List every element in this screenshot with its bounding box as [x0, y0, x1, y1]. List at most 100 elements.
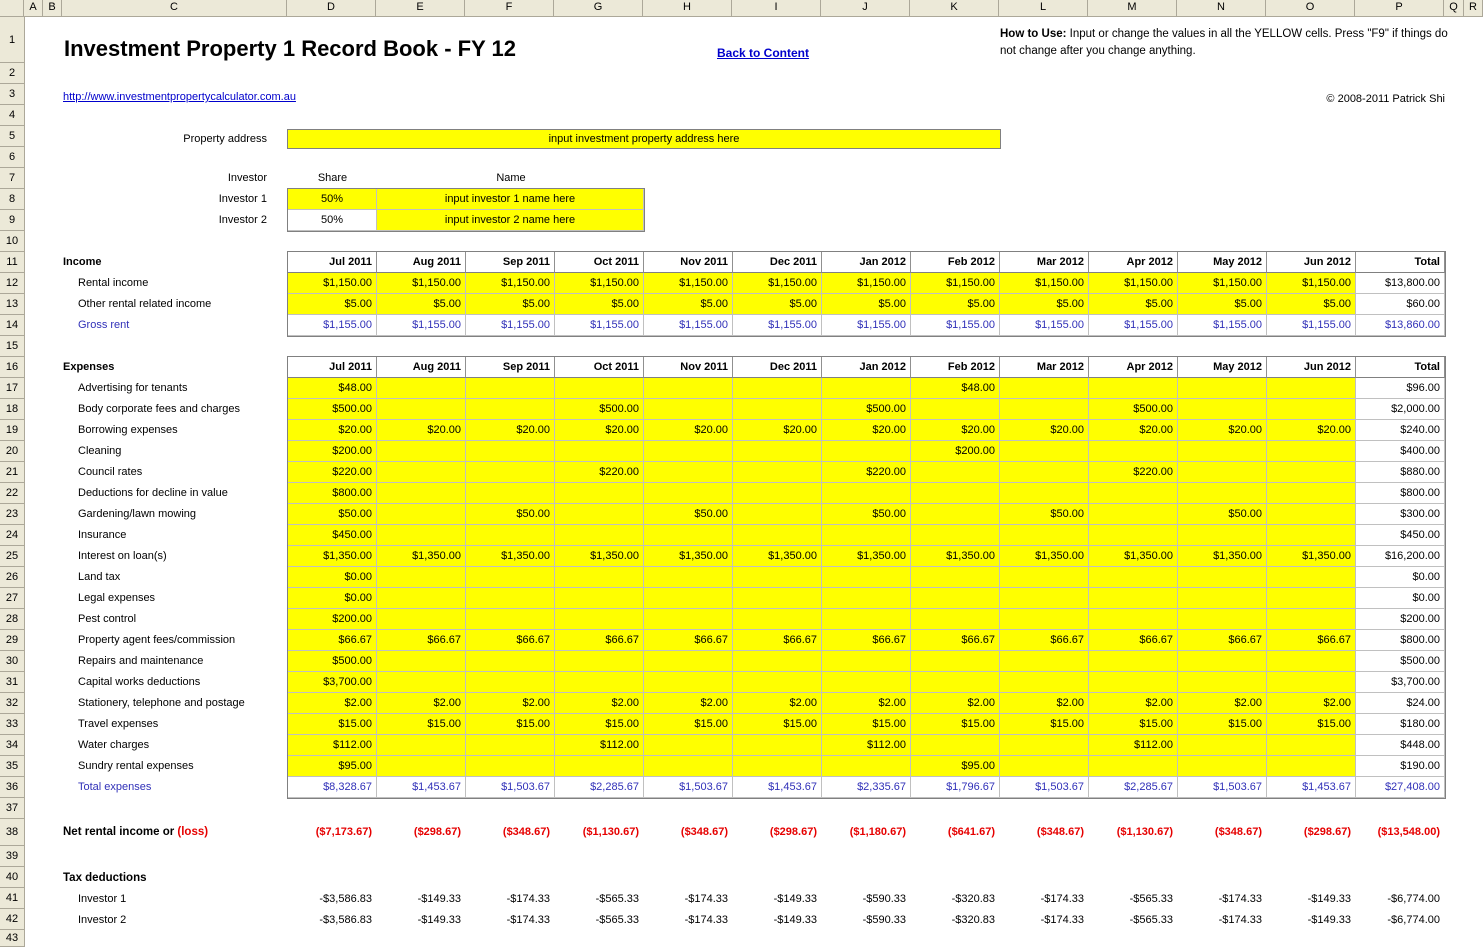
- expense-value-cell[interactable]: [644, 483, 733, 504]
- income-value-cell[interactable]: $1,150.00: [911, 273, 1000, 294]
- expense-value-cell[interactable]: $20.00: [644, 420, 733, 441]
- income-value-cell[interactable]: $5.00: [555, 294, 644, 315]
- income-total-header[interactable]: Total: [1356, 252, 1445, 273]
- expense-value-cell[interactable]: $220.00: [288, 462, 377, 483]
- expense-value-cell[interactable]: [1267, 399, 1356, 420]
- expense-value-cell[interactable]: [822, 588, 911, 609]
- column-header-H[interactable]: H: [643, 0, 732, 17]
- expense-value-cell[interactable]: [644, 651, 733, 672]
- expense-value-cell[interactable]: $200.00: [911, 441, 1000, 462]
- expense-value-cell[interactable]: [1267, 609, 1356, 630]
- expense-value-cell[interactable]: $15.00: [1000, 714, 1089, 735]
- expense-value-cell[interactable]: $20.00: [1267, 420, 1356, 441]
- expense-value-cell[interactable]: [466, 756, 555, 777]
- row-header-33[interactable]: 33: [0, 714, 25, 735]
- income-value-cell[interactable]: $5.00: [911, 294, 1000, 315]
- expense-value-cell[interactable]: [466, 462, 555, 483]
- row-header-3[interactable]: 3: [0, 84, 25, 105]
- expense-value-cell[interactable]: $1,350.00: [911, 546, 1000, 567]
- expense-value-cell[interactable]: [733, 672, 822, 693]
- property-address-input-cell[interactable]: input investment property address here: [287, 129, 1001, 149]
- month-header-jun-2012[interactable]: Jun 2012: [1267, 252, 1356, 273]
- expense-value-cell[interactable]: [377, 588, 466, 609]
- expense-value-cell[interactable]: $2.00: [1178, 693, 1267, 714]
- expense-value-cell[interactable]: [377, 378, 466, 399]
- column-header-G[interactable]: G: [554, 0, 643, 17]
- column-header-F[interactable]: F: [465, 0, 554, 17]
- column-header-B[interactable]: B: [43, 0, 62, 17]
- row-header-25[interactable]: 25: [0, 546, 25, 567]
- column-header-E[interactable]: E: [376, 0, 465, 17]
- expense-value-cell[interactable]: [911, 609, 1000, 630]
- expense-value-cell[interactable]: [1178, 378, 1267, 399]
- row-header-11[interactable]: 11: [0, 252, 25, 273]
- row-header-36[interactable]: 36: [0, 777, 25, 798]
- expense-value-cell[interactable]: $0.00: [288, 588, 377, 609]
- row-header-28[interactable]: 28: [0, 609, 25, 630]
- expense-value-cell[interactable]: [644, 525, 733, 546]
- expense-value-cell[interactable]: $1,350.00: [644, 546, 733, 567]
- income-value-cell[interactable]: $1,150.00: [377, 273, 466, 294]
- income-value-cell[interactable]: $5.00: [1178, 294, 1267, 315]
- expense-value-cell[interactable]: $450.00: [288, 525, 377, 546]
- month-header-sep-2011[interactable]: Sep 2011: [466, 252, 555, 273]
- expense-value-cell[interactable]: $2.00: [555, 693, 644, 714]
- expense-value-cell[interactable]: [644, 567, 733, 588]
- income-value-cell[interactable]: $5.00: [377, 294, 466, 315]
- expense-value-cell[interactable]: [733, 567, 822, 588]
- expense-value-cell[interactable]: [1178, 441, 1267, 462]
- expense-value-cell[interactable]: $66.67: [1267, 630, 1356, 651]
- expense-value-cell[interactable]: [822, 651, 911, 672]
- month-header-dec-2011[interactable]: Dec 2011: [733, 252, 822, 273]
- investor-1-share-cell[interactable]: 50%: [288, 189, 377, 210]
- row-header-12[interactable]: 12: [0, 273, 25, 294]
- expense-value-cell[interactable]: [822, 756, 911, 777]
- expense-value-cell[interactable]: $20.00: [288, 420, 377, 441]
- expense-value-cell[interactable]: $15.00: [1267, 714, 1356, 735]
- income-value-cell[interactable]: $5.00: [644, 294, 733, 315]
- expense-value-cell[interactable]: [822, 525, 911, 546]
- month-header-jul-2011[interactable]: Jul 2011: [288, 252, 377, 273]
- expense-value-cell[interactable]: $2.00: [911, 693, 1000, 714]
- expense-value-cell[interactable]: $66.67: [1000, 630, 1089, 651]
- expense-value-cell[interactable]: [466, 378, 555, 399]
- row-header-22[interactable]: 22: [0, 483, 25, 504]
- expense-value-cell[interactable]: $15.00: [466, 714, 555, 735]
- expense-value-cell[interactable]: [911, 588, 1000, 609]
- expense-value-cell[interactable]: [733, 651, 822, 672]
- row-header-2[interactable]: 2: [0, 63, 25, 84]
- expense-value-cell[interactable]: [644, 399, 733, 420]
- expense-value-cell[interactable]: $15.00: [644, 714, 733, 735]
- row-header-17[interactable]: 17: [0, 378, 25, 399]
- expense-value-cell[interactable]: [1000, 651, 1089, 672]
- row-header-4[interactable]: 4: [0, 105, 25, 126]
- row-header-41[interactable]: 41: [0, 888, 25, 909]
- expense-value-cell[interactable]: [377, 504, 466, 525]
- income-value-cell[interactable]: $1,150.00: [644, 273, 733, 294]
- expense-value-cell[interactable]: $200.00: [288, 609, 377, 630]
- expense-value-cell[interactable]: $15.00: [377, 714, 466, 735]
- column-header-D[interactable]: D: [287, 0, 376, 17]
- expense-value-cell[interactable]: [1089, 567, 1178, 588]
- expense-value-cell[interactable]: [1178, 462, 1267, 483]
- row-header-37[interactable]: 37: [0, 798, 25, 819]
- expense-value-cell[interactable]: [733, 609, 822, 630]
- month-header-oct-2011[interactable]: Oct 2011: [555, 357, 644, 378]
- expense-value-cell[interactable]: [822, 378, 911, 399]
- expense-value-cell[interactable]: $15.00: [1089, 714, 1178, 735]
- expense-value-cell[interactable]: $2.00: [1089, 693, 1178, 714]
- expense-total-header[interactable]: Total: [1356, 357, 1445, 378]
- month-header-may-2012[interactable]: May 2012: [1178, 252, 1267, 273]
- expense-value-cell[interactable]: $1,350.00: [1178, 546, 1267, 567]
- expense-value-cell[interactable]: [1178, 756, 1267, 777]
- expense-value-cell[interactable]: $1,350.00: [555, 546, 644, 567]
- month-header-mar-2012[interactable]: Mar 2012: [1000, 252, 1089, 273]
- expense-value-cell[interactable]: $66.67: [822, 630, 911, 651]
- expense-value-cell[interactable]: [1267, 756, 1356, 777]
- income-value-cell[interactable]: $5.00: [1267, 294, 1356, 315]
- expense-value-cell[interactable]: [644, 462, 733, 483]
- expense-value-cell[interactable]: $15.00: [822, 714, 911, 735]
- expense-value-cell[interactable]: $1,350.00: [288, 546, 377, 567]
- expense-value-cell[interactable]: [1000, 567, 1089, 588]
- expense-value-cell[interactable]: [466, 672, 555, 693]
